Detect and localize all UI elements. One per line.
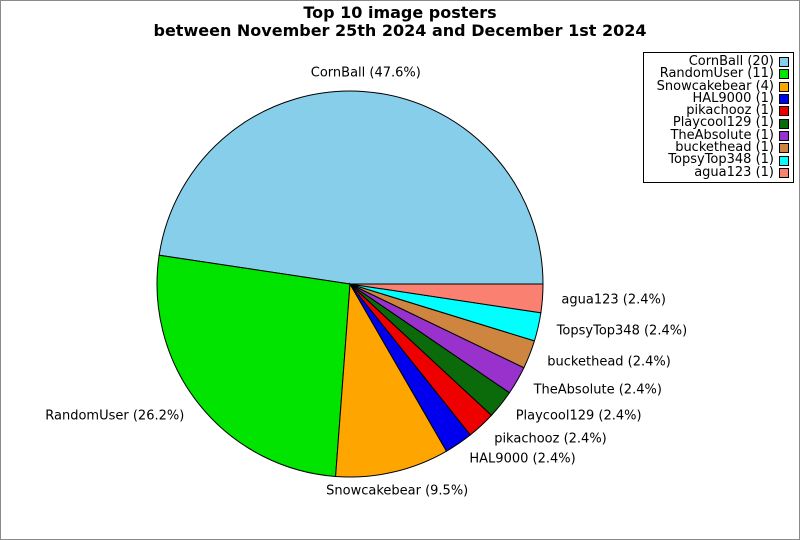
legend-label: buckethead (1) xyxy=(675,140,774,156)
legend-label: HAL9000 (1) xyxy=(692,90,774,106)
pie-slice-cornball xyxy=(158,90,544,285)
legend-swatch xyxy=(779,94,789,105)
pie-slice-randomuser xyxy=(156,254,351,477)
legend-row: CornBall (20) xyxy=(648,54,789,69)
legend-label: agua123 (1) xyxy=(694,164,774,180)
legend-row: agua123 (1) xyxy=(648,164,789,180)
legend: CornBall (20) RandomUser (11) Snowcakebear… xyxy=(643,52,794,183)
legend-swatch xyxy=(779,118,789,129)
chart-title-line1: Top 10 image posters xyxy=(303,3,497,22)
slice-label-pikachooz: pikachooz (2.4%) xyxy=(494,431,607,447)
legend-row: pikachooz (1) xyxy=(648,103,789,119)
legend-swatch xyxy=(779,130,789,141)
pie-slice-agua123 xyxy=(349,283,544,314)
slice-label-theabsolute: TheAbsolute (2.4%) xyxy=(533,382,662,398)
slice-label-topsytop348: TopsyTop348 (2.4%) xyxy=(556,323,688,339)
legend-row: RandomUser (11) xyxy=(648,66,789,82)
legend-row: HAL9000 (1) xyxy=(648,90,789,106)
legend-label: pikachooz (1) xyxy=(686,103,774,119)
legend-swatch xyxy=(779,155,789,166)
legend-swatch xyxy=(779,143,789,154)
legend-label: CornBall (20) xyxy=(688,54,774,69)
slice-label-hal9000: HAL9000 (2.4%) xyxy=(469,451,576,467)
legend-row: Playcool129 (1) xyxy=(648,115,789,131)
chart-title-line2: between November 25th 2024 and December … xyxy=(153,21,647,40)
legend-row: TopsyTop348 (1) xyxy=(648,152,789,168)
pie-slice-snowcakebear xyxy=(335,282,448,478)
legend-swatch xyxy=(779,69,789,80)
legend-label: TopsyTop348 (1) xyxy=(668,152,774,168)
slice-label-snowcakebear: Snowcakebear (9.5%) xyxy=(326,483,469,499)
legend-swatch xyxy=(779,57,789,68)
legend-swatch xyxy=(779,167,789,178)
legend-swatch xyxy=(779,81,789,92)
legend-swatch xyxy=(779,106,789,117)
legend-row: TheAbsolute (1) xyxy=(648,127,789,143)
slice-label-randomuser: RandomUser (26.2%) xyxy=(45,408,185,424)
legend-label: Playcool129 (1) xyxy=(672,115,774,131)
slice-label-cornball: CornBall (47.6%) xyxy=(310,65,421,81)
legend-row: Snowcakebear (4) xyxy=(648,78,789,94)
legend-label: RandomUser (11) xyxy=(659,66,774,82)
legend-label: TheAbsolute (1) xyxy=(670,127,774,143)
slice-label-agua123: agua123 (2.4%) xyxy=(561,292,666,308)
slice-label-playcool129: Playcool129 (2.4%) xyxy=(515,408,642,424)
legend-row: buckethead (1) xyxy=(648,140,789,156)
slice-label-buckethead: buckethead (2.4%) xyxy=(547,354,671,369)
chart-title: Top 10 image posters between November 25… xyxy=(0,4,800,40)
legend-label: Snowcakebear (4) xyxy=(656,78,774,94)
